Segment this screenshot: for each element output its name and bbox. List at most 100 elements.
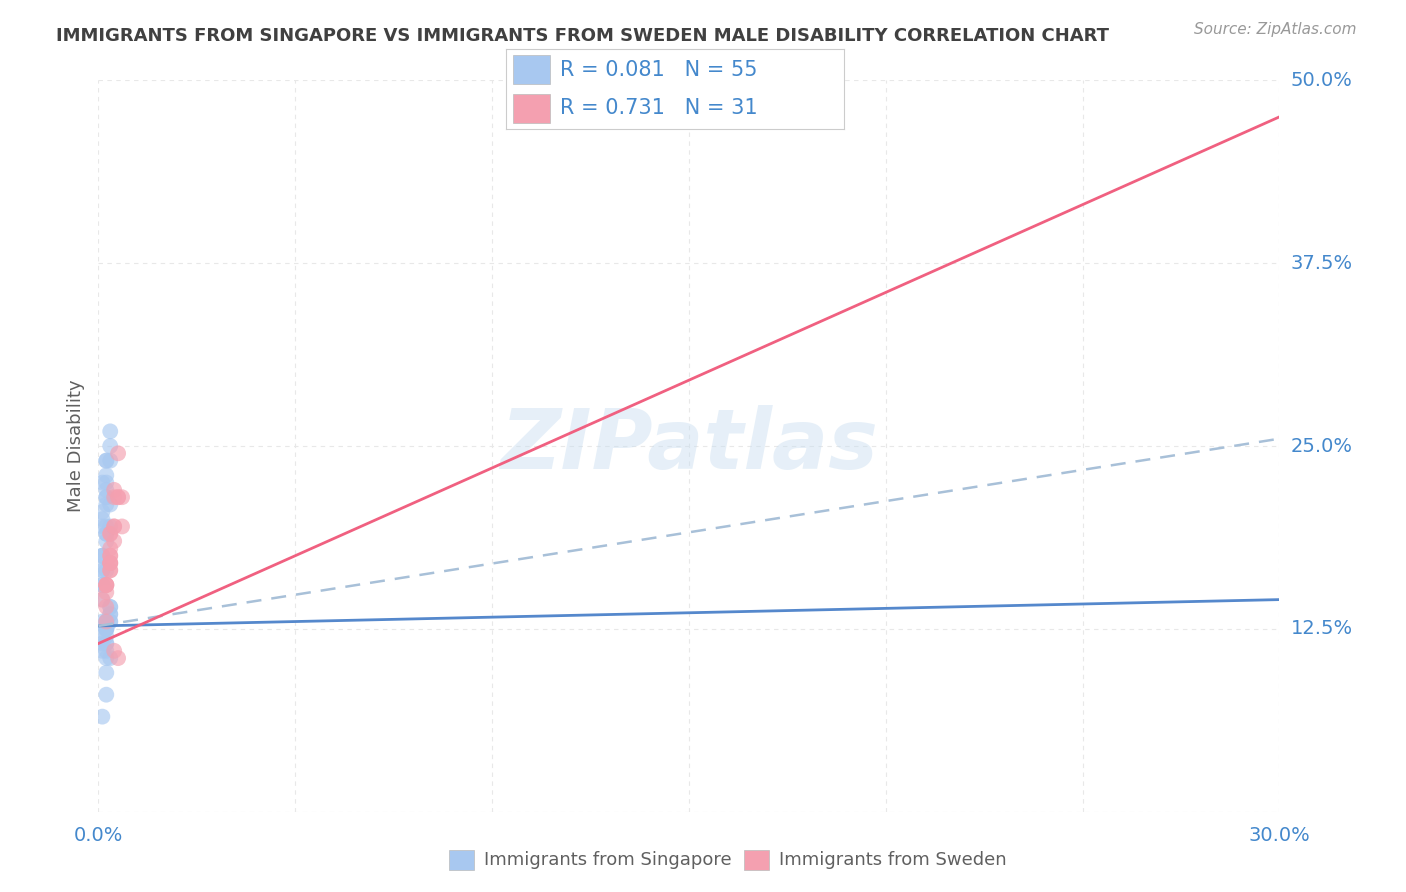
Text: 50.0%: 50.0% — [1291, 70, 1353, 90]
Point — [96, 622, 118, 636]
Point — [91, 592, 114, 607]
Point — [98, 453, 121, 467]
Point — [96, 490, 118, 504]
Text: 37.5%: 37.5% — [1291, 253, 1353, 273]
Point — [96, 453, 118, 467]
Point — [98, 563, 121, 577]
Point — [96, 644, 118, 658]
Point — [91, 549, 114, 563]
Point — [98, 563, 121, 577]
Point — [91, 615, 114, 629]
Point — [91, 505, 114, 519]
Point — [103, 519, 125, 533]
Y-axis label: Male Disability: Male Disability — [66, 380, 84, 512]
Point — [96, 615, 118, 629]
Point — [98, 556, 121, 570]
Point — [96, 526, 118, 541]
Point — [91, 578, 114, 592]
Point — [91, 549, 114, 563]
Point — [91, 563, 114, 577]
Point — [107, 490, 129, 504]
Point — [98, 615, 121, 629]
Text: IMMIGRANTS FROM SINGAPORE VS IMMIGRANTS FROM SWEDEN MALE DISABILITY CORRELATION : IMMIGRANTS FROM SINGAPORE VS IMMIGRANTS … — [56, 27, 1109, 45]
Point — [96, 665, 118, 680]
Point — [96, 585, 118, 599]
Point — [96, 490, 118, 504]
Point — [91, 512, 114, 526]
Text: Immigrants from Sweden: Immigrants from Sweden — [779, 851, 1007, 869]
Point — [96, 468, 118, 483]
Point — [96, 578, 118, 592]
Point — [91, 592, 114, 607]
Point — [91, 644, 114, 658]
Point — [98, 607, 121, 622]
Point — [103, 483, 125, 497]
Point — [98, 651, 121, 665]
Point — [96, 578, 118, 592]
Point — [107, 446, 129, 460]
Text: 0.0%: 0.0% — [73, 826, 124, 845]
Point — [98, 526, 121, 541]
Point — [91, 578, 114, 592]
Point — [103, 490, 125, 504]
Point — [98, 549, 121, 563]
Point — [91, 636, 114, 650]
Point — [96, 622, 118, 636]
Point — [96, 526, 118, 541]
Text: Source: ZipAtlas.com: Source: ZipAtlas.com — [1194, 22, 1357, 37]
Point — [96, 563, 118, 577]
Point — [103, 519, 125, 533]
Point — [111, 519, 134, 533]
Point — [91, 709, 114, 723]
Text: R = 0.081   N = 55: R = 0.081 N = 55 — [560, 60, 758, 80]
Point — [91, 549, 114, 563]
Point — [98, 615, 121, 629]
Point — [91, 563, 114, 577]
Point — [98, 526, 121, 541]
Point — [98, 607, 121, 622]
Point — [98, 498, 121, 512]
Point — [96, 453, 118, 467]
Point — [96, 622, 118, 636]
Text: R = 0.731   N = 31: R = 0.731 N = 31 — [560, 98, 758, 119]
Point — [103, 644, 125, 658]
Point — [96, 688, 118, 702]
Point — [96, 519, 118, 533]
Point — [96, 578, 118, 592]
Point — [98, 549, 121, 563]
Point — [111, 490, 134, 504]
Bar — [513, 94, 550, 123]
Point — [697, 95, 720, 110]
Point — [107, 490, 129, 504]
Point — [98, 556, 121, 570]
Point — [107, 651, 129, 665]
Point — [98, 556, 121, 570]
Point — [103, 534, 125, 549]
Point — [96, 651, 118, 665]
Point — [91, 629, 114, 643]
Point — [96, 599, 118, 614]
Text: 30.0%: 30.0% — [1249, 826, 1310, 845]
Text: 25.0%: 25.0% — [1291, 436, 1353, 456]
Point — [96, 622, 118, 636]
Point — [98, 599, 121, 614]
Text: Immigrants from Singapore: Immigrants from Singapore — [484, 851, 731, 869]
Point — [98, 439, 121, 453]
Point — [98, 519, 121, 533]
Point — [96, 615, 118, 629]
Text: ZIPatlas: ZIPatlas — [501, 406, 877, 486]
Point — [96, 578, 118, 592]
Point — [96, 483, 118, 497]
Text: 12.5%: 12.5% — [1291, 619, 1353, 639]
Point — [98, 425, 121, 439]
Point — [96, 636, 118, 650]
Point — [98, 541, 121, 556]
Point — [91, 475, 114, 490]
Point — [96, 498, 118, 512]
Point — [98, 599, 121, 614]
Point — [91, 519, 114, 533]
Point — [96, 475, 118, 490]
Point — [96, 534, 118, 549]
Point — [96, 636, 118, 650]
Point — [96, 615, 118, 629]
